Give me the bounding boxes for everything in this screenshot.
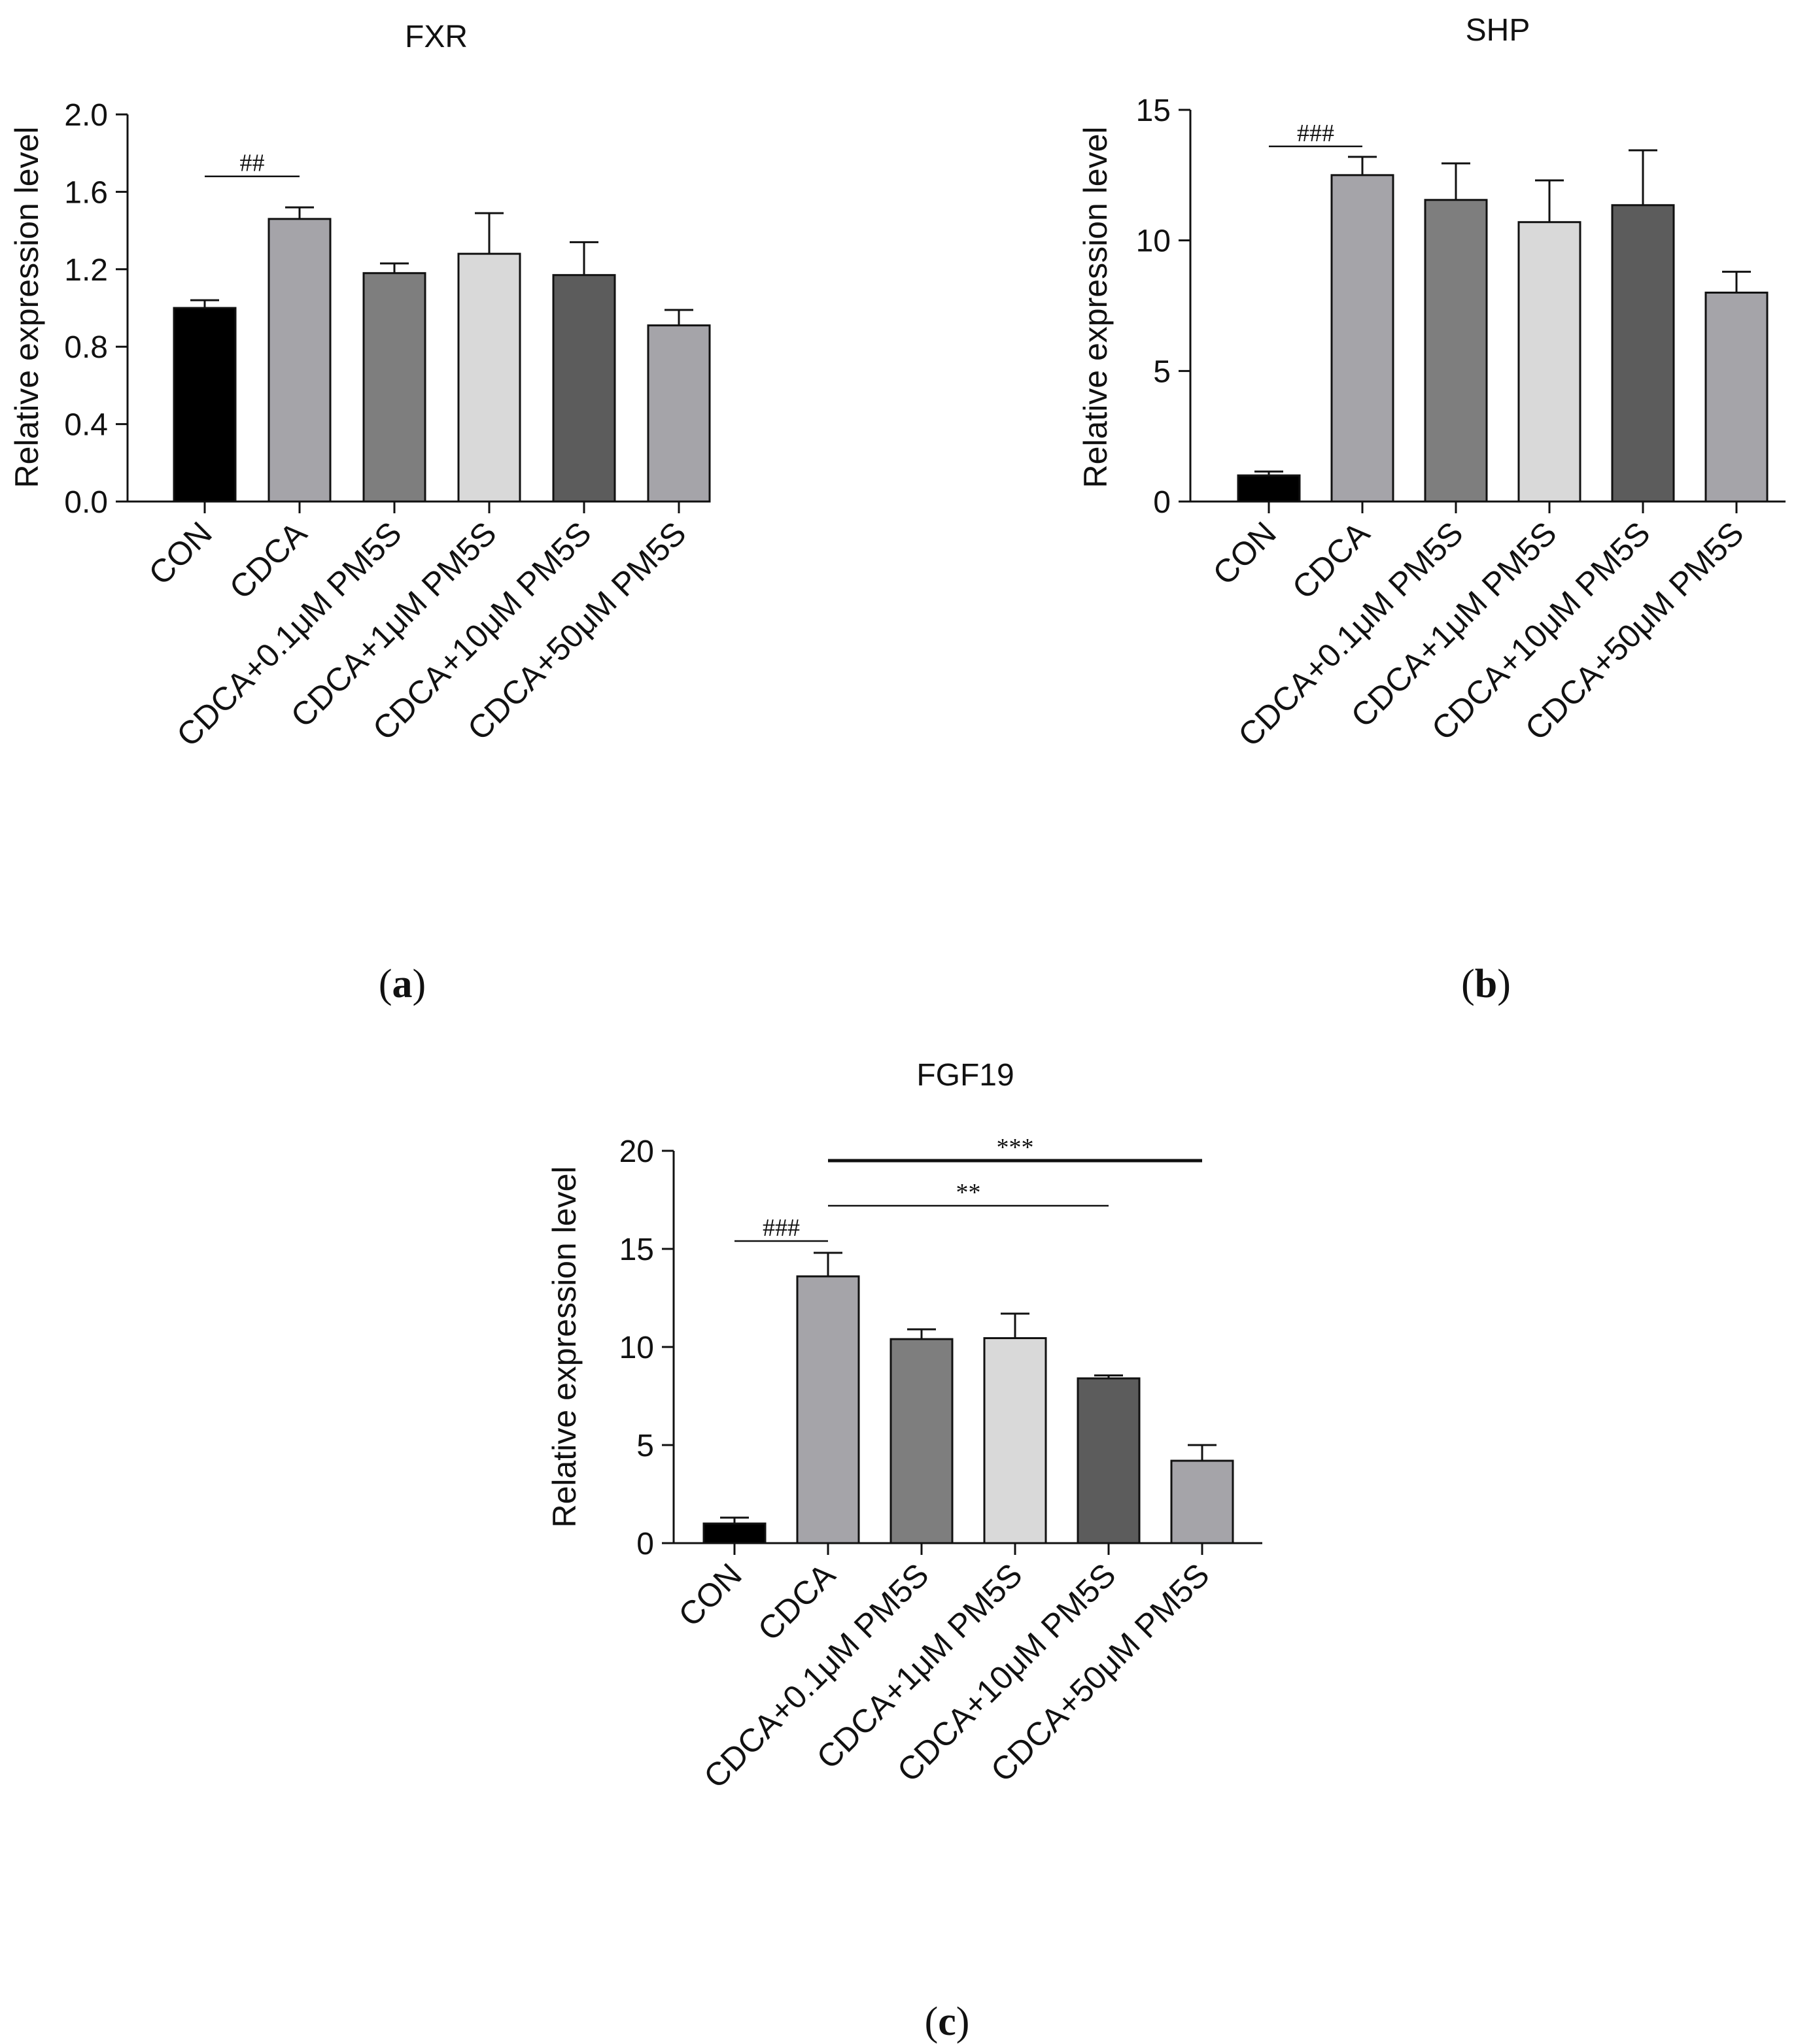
significance-label-c-1: ** xyxy=(956,1179,981,1206)
y-axis-label-fxr: Relative expression level xyxy=(9,126,45,488)
panel-shp: SHP Relative expression level (b) 0 5 10 15… xyxy=(1077,13,1786,1006)
category-label-a: CON xyxy=(142,515,219,592)
bar-a-1 xyxy=(268,218,332,503)
significance-label-a-0: ## xyxy=(240,150,265,177)
significance-label-c-0: ### xyxy=(763,1214,800,1242)
significance-label-c-2: *** xyxy=(997,1134,1034,1161)
bar-b-5 xyxy=(1704,292,1769,503)
significance-label-b-0: ### xyxy=(1297,120,1334,147)
panel-label-c: (c) xyxy=(925,2000,970,2044)
y-tick-label-a: 1.6 xyxy=(64,175,108,210)
chart-title-fgf19: FGF19 xyxy=(916,1058,1014,1093)
bar-a-2 xyxy=(362,272,426,503)
bar-c-1 xyxy=(796,1275,860,1544)
panel-label-a: (a) xyxy=(379,962,426,1006)
y-tick-label-a: 2.0 xyxy=(64,98,108,133)
y-axis-label-fgf19: Relative expression level xyxy=(546,1166,583,1527)
chart-title-shp: SHP xyxy=(1466,13,1530,48)
y-tick-label-c: 10 xyxy=(619,1331,654,1365)
panel-fgf19: FGF19 Relative expression level (c) 0 5 10… xyxy=(546,1058,1262,2044)
panel-fxr: FXR Relative expression level (a) 0.0 0.4… xyxy=(9,20,711,1006)
y-tick-label-a: 0.8 xyxy=(64,330,108,365)
y-tick-label-a: 1.2 xyxy=(64,253,108,288)
category-label-b: CON xyxy=(1206,515,1283,592)
chart-title-fxr: FXR xyxy=(405,20,468,54)
bar-a-4 xyxy=(552,274,616,503)
y-tick-label-c: 20 xyxy=(619,1134,654,1169)
bar-c-2 xyxy=(889,1338,954,1544)
bar-c-0 xyxy=(702,1522,767,1544)
y-tick-label-b: 5 xyxy=(1153,354,1171,389)
bar-b-4 xyxy=(1611,204,1675,503)
y-tick-label-b: 0 xyxy=(1153,485,1171,520)
y-tick-label-b: 10 xyxy=(1136,224,1171,259)
bar-c-5 xyxy=(1170,1459,1234,1544)
category-label-a: CDCA xyxy=(222,515,314,606)
y-tick-label-b: 15 xyxy=(1136,94,1171,128)
category-label-c: CON xyxy=(672,1556,749,1633)
bar-b-2 xyxy=(1424,199,1488,503)
bar-a-5 xyxy=(647,324,711,503)
y-axis-label-shp: Relative expression level xyxy=(1077,126,1114,488)
bar-a-3 xyxy=(457,252,521,503)
y-tick-label-c: 15 xyxy=(619,1233,654,1267)
bar-b-0 xyxy=(1237,474,1301,503)
bar-b-1 xyxy=(1330,174,1394,503)
bar-c-4 xyxy=(1077,1377,1141,1544)
bar-c-3 xyxy=(983,1337,1047,1544)
category-label-c: CDCA xyxy=(751,1556,842,1648)
panel-label-b: (b) xyxy=(1461,962,1511,1006)
category-label-b: CDCA xyxy=(1285,515,1377,606)
y-tick-label-c: 5 xyxy=(636,1429,654,1463)
y-tick-label-a: 0.0 xyxy=(64,485,108,520)
bar-b-3 xyxy=(1517,221,1581,503)
bar-a-0 xyxy=(173,307,237,503)
y-tick-label-a: 0.4 xyxy=(64,408,108,443)
y-tick-label-c: 0 xyxy=(636,1527,654,1561)
